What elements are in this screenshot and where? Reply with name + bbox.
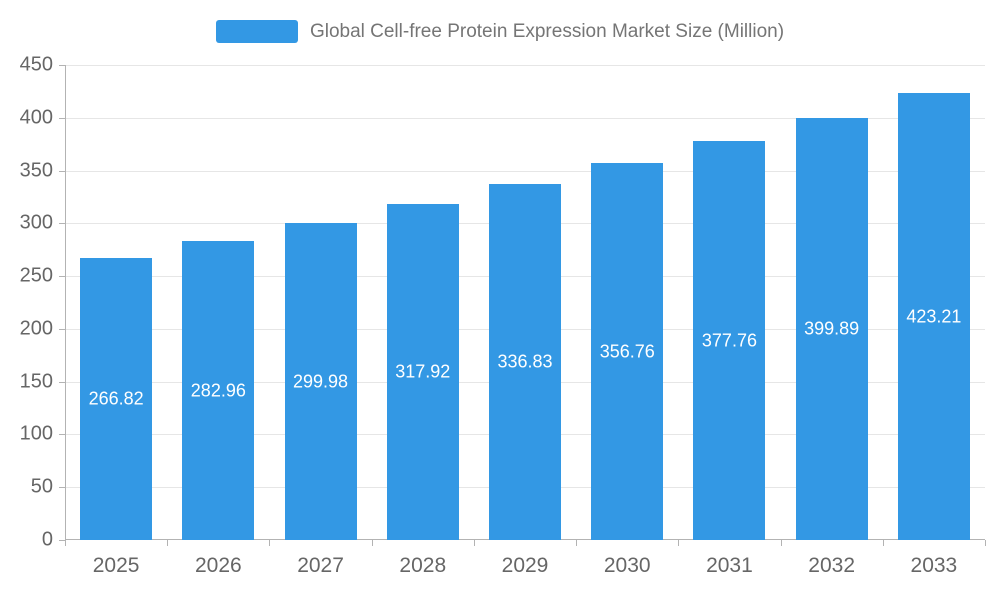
legend-swatch <box>215 20 298 43</box>
y-axis-line <box>65 65 66 540</box>
x-axis-tick-mark <box>473 540 475 546</box>
x-axis-tick-mark <box>576 540 578 546</box>
y-axis-tick-label: 250 <box>19 264 53 287</box>
x-axis-tick-label: 2025 <box>92 554 140 577</box>
bar: 399.89 <box>795 117 868 540</box>
bar: 282.96 <box>182 241 255 540</box>
y-axis-tick-mark <box>59 487 65 489</box>
x-axis-tick-label: 2032 <box>808 554 856 577</box>
bar: 423.21 <box>897 93 970 540</box>
bar-value-label: 399.89 <box>804 318 860 339</box>
bar: 299.98 <box>284 223 357 540</box>
y-axis-tick-mark <box>59 328 65 330</box>
y-axis-tick-label: 50 <box>30 475 53 498</box>
y-axis-tick-label: 450 <box>19 53 53 76</box>
bar: 317.92 <box>386 204 459 540</box>
x-axis-tick-label: 2028 <box>399 554 447 577</box>
y-axis-tick-mark <box>59 223 65 225</box>
y-axis-tick-label: 150 <box>19 370 53 393</box>
x-axis-tick-label: 2029 <box>501 554 549 577</box>
x-axis-tick-mark <box>882 540 884 546</box>
chart-title: Global Cell-free Protein Expression Mark… <box>309 20 785 42</box>
y-axis-tick-mark <box>59 434 65 436</box>
y-axis-tick-mark <box>59 540 65 541</box>
bar-value-label: 299.98 <box>293 371 349 392</box>
bar-value-label: 317.92 <box>395 361 451 382</box>
gridline <box>65 65 985 66</box>
bar-value-label: 423.21 <box>906 306 962 327</box>
y-axis-tick-label: 400 <box>19 106 53 129</box>
x-axis-tick-label: 2030 <box>603 554 651 577</box>
bar-value-label: 336.83 <box>497 351 553 372</box>
bar: 356.76 <box>591 163 664 540</box>
y-axis-tick-mark <box>59 276 65 278</box>
gridline <box>65 117 985 119</box>
bar-value-label: 266.82 <box>88 388 144 409</box>
bar: 377.76 <box>693 141 766 540</box>
y-axis-tick-mark <box>59 381 65 383</box>
x-axis-tick-mark <box>269 540 271 546</box>
y-axis-tick-mark <box>59 170 65 172</box>
y-axis-tick-label: 100 <box>19 422 53 445</box>
y-axis-tick-mark <box>59 65 65 66</box>
bar: 336.83 <box>489 184 561 540</box>
x-axis-tick-mark <box>167 540 169 546</box>
y-axis-tick-label: 200 <box>19 317 53 340</box>
y-axis-tick-mark <box>59 117 65 119</box>
x-axis-tick-mark <box>985 540 986 546</box>
x-axis-tick-mark <box>780 540 782 546</box>
bar-value-label: 377.76 <box>701 330 757 351</box>
bar: 266.82 <box>80 258 153 540</box>
x-axis-tick-mark <box>371 540 373 546</box>
y-axis-tick-label: 300 <box>19 211 53 234</box>
x-axis-tick-mark <box>678 540 680 546</box>
bar-value-label: 356.76 <box>599 341 655 362</box>
x-axis-tick-label: 2033 <box>910 554 958 577</box>
gridline <box>65 170 985 172</box>
bar-value-label: 282.96 <box>190 380 246 401</box>
plot-area: 0 50 100 150 200 250 300 350 400 450 266.82 2025 282… <box>20 54 986 577</box>
y-axis-tick-label: 0 <box>41 528 53 551</box>
x-axis-tick-mark <box>65 540 66 546</box>
x-axis-tick-label: 2026 <box>194 554 242 577</box>
x-axis-tick-label: 2031 <box>706 554 753 577</box>
legend-item[interactable]: Global Cell-free Protein Expression Mark… <box>0 20 1000 43</box>
x-axis-tick-label: 2027 <box>297 554 344 577</box>
y-axis-tick-label: 350 <box>19 159 53 182</box>
